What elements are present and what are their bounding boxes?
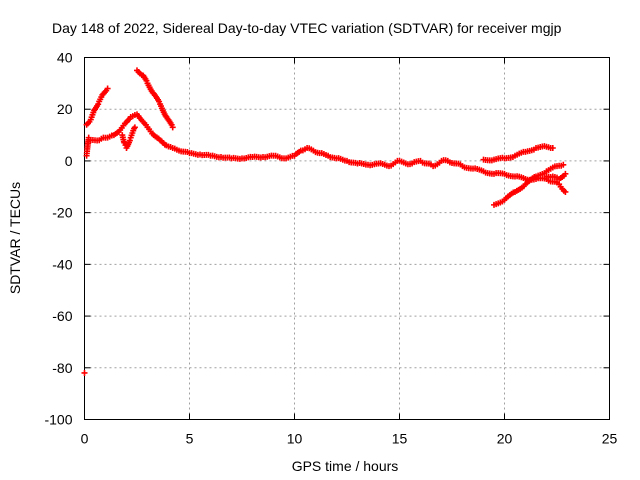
y-tick-label: -40 (52, 256, 72, 272)
data-point (126, 137, 133, 144)
data-point (549, 145, 556, 151)
x-tick-label: 15 (392, 431, 408, 447)
data-point (131, 124, 138, 131)
data-point (81, 369, 88, 376)
y-tick-label: 20 (57, 101, 73, 117)
x-tick-label: 10 (287, 431, 303, 447)
x-tick-label: 25 (602, 431, 618, 447)
tick-labels: 0 5 10 15 20 25 -100 -80 -60 -40 -20 0 20 40 (44, 50, 617, 447)
data-point (562, 188, 569, 195)
plot-frame (84, 57, 610, 420)
data-point (562, 170, 569, 177)
y-tick-label: -20 (52, 205, 72, 221)
x-tick-label: 5 (186, 431, 194, 447)
y-tick-label: 0 (65, 153, 73, 169)
data-point (560, 161, 567, 168)
x-tick-label: 0 (81, 431, 89, 447)
data-point (104, 85, 111, 92)
data-point (169, 124, 176, 131)
tick-marks (84, 57, 610, 420)
y-tick-label: -80 (52, 360, 72, 376)
y-axis-label: SDTVAR / TECUs (7, 182, 23, 294)
grid (84, 57, 610, 420)
y-tick-label: -60 (52, 308, 72, 324)
x-tick-label: 20 (497, 431, 513, 447)
y-tick-label: 40 (57, 50, 73, 66)
chart-title: Day 148 of 2022, Sidereal Day-to-day VTE… (52, 20, 562, 36)
y-tick-label: -100 (44, 412, 72, 428)
x-axis-label: GPS time / hours (292, 458, 399, 474)
data-points (81, 67, 569, 376)
